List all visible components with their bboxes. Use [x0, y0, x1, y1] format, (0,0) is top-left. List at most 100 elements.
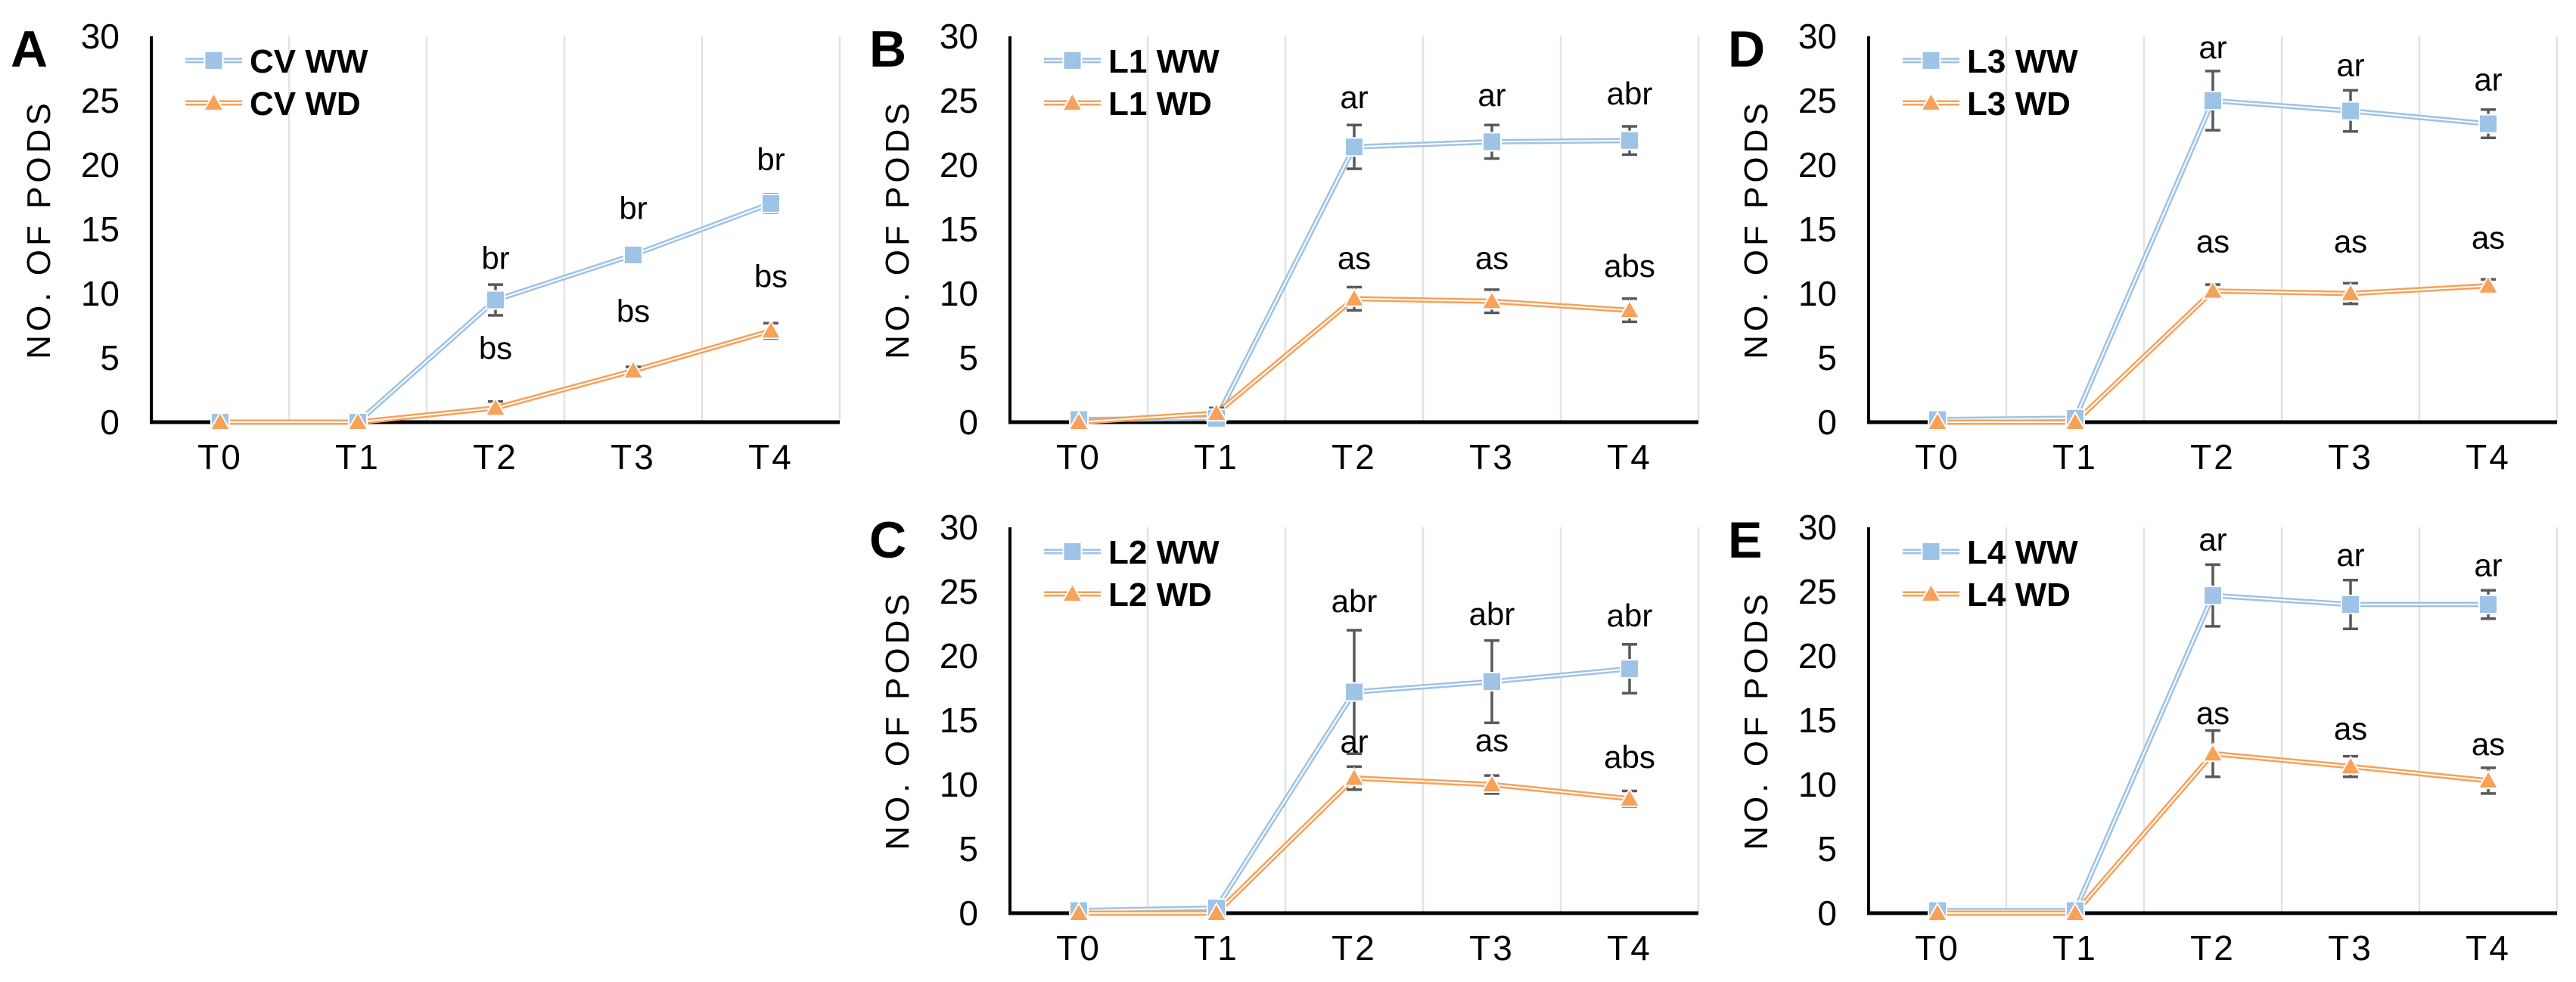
significance-label: as: [2334, 224, 2367, 259]
significance-label: bs: [754, 259, 788, 294]
y-axis-tick-label: 25: [940, 81, 978, 120]
x-axis-tick-label: T3: [1469, 437, 1515, 477]
x-axis-tick-label: T1: [2052, 437, 2098, 477]
y-axis-tick-label: 30: [1798, 17, 1837, 56]
significance-label: ar: [2336, 537, 2364, 573]
data-point-marker-triangle: [1926, 901, 1949, 921]
x-axis-tick-label: T0: [1056, 928, 1102, 968]
significance-label: ar: [1478, 77, 1506, 113]
data-point-marker-triangle: [1205, 901, 1228, 921]
panel-letter: A: [11, 20, 48, 78]
x-axis-tick-label: T3: [2328, 928, 2373, 968]
y-axis-tick-label: 25: [1798, 572, 1837, 611]
y-axis-tick-label: 0: [1817, 893, 1837, 933]
significance-label: ar: [2336, 48, 2364, 83]
x-axis-tick-label: T2: [2190, 928, 2236, 968]
x-axis-tick-label: T4: [748, 437, 794, 477]
legend-item-label: L2 WD: [1108, 576, 1212, 614]
data-point-marker-square: [623, 245, 643, 265]
data-point-marker-square: [2478, 595, 2498, 614]
panel-b-chart: 0 5 10 15 20 25 30 T0 T1 T2 T3 T4 NO. OF PODS Bar ar ab…: [869, 17, 1700, 477]
x-axis-tick-label: T4: [1607, 928, 1652, 968]
data-point-marker-square: [486, 290, 505, 310]
significance-label: as: [1338, 241, 1371, 276]
significance-label: ar: [1340, 79, 1368, 115]
x-axis-tick-label: T3: [1469, 928, 1515, 968]
legend-item-label: L2 WW: [1108, 534, 1220, 571]
panel-letter: E: [1728, 511, 1762, 569]
significance-label: abr: [1469, 596, 1515, 632]
x-axis-tick-label: T1: [335, 437, 381, 477]
data-point-marker-triangle: [1061, 582, 1084, 602]
significance-label: as: [2472, 726, 2505, 762]
series-line: [1079, 775, 1630, 916]
significance-label: ar: [2198, 522, 2226, 558]
x-axis-tick-label: T4: [2466, 928, 2511, 968]
y-axis-tick-label: 5: [959, 338, 978, 378]
y-axis-tick-label: 15: [940, 210, 978, 249]
y-axis-tick-label: 20: [1798, 145, 1837, 185]
y-axis-tick-label: 25: [1798, 81, 1837, 120]
x-axis-tick-label: T0: [197, 437, 243, 477]
data-point-marker-triangle: [1343, 287, 1366, 307]
series-line-core: [1937, 99, 2489, 421]
data-point-marker-square: [1482, 672, 1502, 691]
significance-label: br: [619, 190, 647, 225]
data-point-marker-triangle: [2064, 901, 2087, 921]
x-axis-tick-label: T1: [1194, 928, 1239, 968]
significance-label: abr: [1607, 76, 1653, 111]
legend-item-label: L3 WD: [1967, 85, 2071, 123]
data-point-marker-triangle: [1205, 402, 1228, 422]
data-point-marker-triangle: [209, 410, 231, 430]
panel-letter: D: [1728, 20, 1765, 78]
data-point-marker-triangle: [2339, 755, 2362, 775]
data-point-marker-square: [2203, 586, 2223, 606]
y-axis-tick-label: 5: [100, 338, 120, 378]
legend-item-label: CV WD: [250, 85, 361, 123]
data-point-marker-triangle: [1618, 787, 1641, 807]
significance-label: bs: [479, 331, 512, 366]
y-axis-tick-label: 15: [81, 210, 120, 249]
y-axis-tick-label: 30: [1798, 508, 1837, 547]
significance-label: ar: [2198, 30, 2226, 65]
y-axis-tick-label: 5: [1817, 338, 1837, 378]
data-point-marker-triangle: [2339, 281, 2362, 302]
x-axis-tick-label: T1: [1194, 437, 1239, 477]
y-axis-tick-label: 10: [1798, 765, 1837, 804]
y-axis-tick-label: 10: [1798, 274, 1837, 313]
data-point-marker-triangle: [1481, 772, 1503, 793]
data-point-marker-square: [2478, 113, 2498, 134]
data-point-marker-triangle: [622, 359, 645, 379]
x-axis-tick-label: T0: [1056, 437, 1102, 477]
y-axis-tick-label: 5: [1817, 829, 1837, 869]
legend-item-label: L1 WD: [1108, 85, 1212, 123]
data-point-marker-triangle: [2064, 410, 2087, 430]
significance-label: as: [2472, 220, 2505, 256]
x-axis-tick-label: T4: [1607, 437, 1652, 477]
y-axis-tick-label: 10: [940, 274, 978, 313]
y-axis-tick-label: 20: [940, 145, 978, 185]
series-line-core: [1937, 284, 2489, 423]
y-axis-title: NO. OF PODS: [1738, 99, 1775, 359]
series-line: [1937, 98, 2489, 423]
panel-letter: B: [869, 20, 906, 78]
y-axis-tick-label: 20: [81, 145, 120, 185]
x-axis-tick-label: T2: [1332, 437, 1377, 477]
significance-label: abs: [1604, 739, 1655, 775]
y-axis-tick-label: 15: [940, 701, 978, 740]
data-point-marker-square: [1921, 51, 1941, 70]
y-axis-tick-label: 15: [1798, 701, 1837, 740]
data-point-marker-square: [1921, 542, 1941, 561]
series-line-core: [1078, 297, 1630, 423]
y-axis-title: NO. OF PODS: [879, 99, 916, 359]
data-point-marker-triangle: [202, 91, 225, 111]
y-axis-tick-label: 30: [940, 17, 978, 56]
series-line: [1078, 296, 1630, 425]
y-axis-tick-label: 10: [940, 765, 978, 804]
y-axis-tick-label: 0: [1817, 402, 1837, 442]
data-point-marker-square: [1620, 659, 1639, 679]
y-axis-title: NO. OF PODS: [879, 590, 916, 850]
